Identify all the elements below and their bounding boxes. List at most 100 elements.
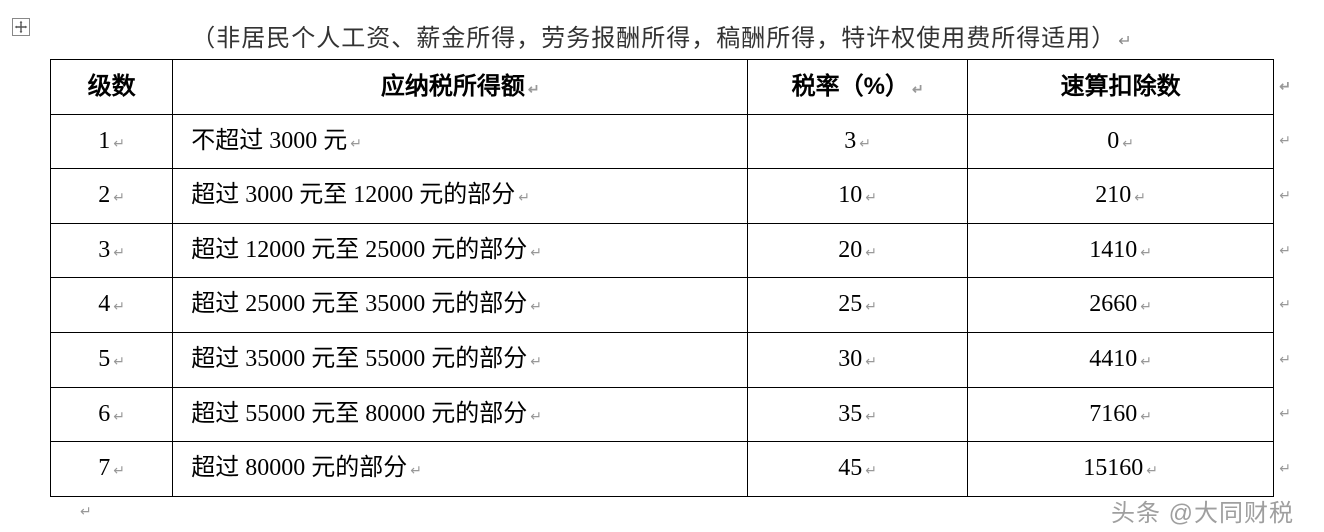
deduct-value: 0 [1107, 128, 1119, 154]
return-mark-icon: ↵ [530, 243, 542, 263]
col-header-deduct: 速算扣除数↵ [968, 60, 1274, 115]
desc-value: 超过 80000 元的部分 [191, 455, 407, 481]
return-mark-icon: ↵ [859, 134, 871, 154]
deduct-value: 210 [1095, 182, 1131, 208]
return-mark-icon: ↵ [350, 134, 362, 154]
col-header-desc-text: 应纳税所得额 [381, 73, 525, 100]
desc-value: 超过 3000 元至 12000 元的部分 [191, 182, 515, 208]
deduct-value: 4410 [1089, 346, 1137, 372]
cell-level: 7↵ [51, 442, 173, 497]
cell-desc: 超过 35000 元至 55000 元的部分↵ [173, 332, 748, 387]
cell-desc: 不超过 3000 元↵ [173, 114, 748, 169]
level-value: 4 [98, 291, 110, 317]
return-mark-icon: ↵ [410, 461, 422, 481]
return-mark-icon: ↵ [1118, 31, 1132, 51]
cell-deduct: 4410↵↵ [968, 332, 1274, 387]
cell-desc: 超过 80000 元的部分↵ [173, 442, 748, 497]
below-return-mark: ↵ [80, 503, 1304, 520]
cell-deduct: 15160↵↵ [968, 442, 1274, 497]
cell-level: 1↵ [51, 114, 173, 169]
cell-rate: 3↵ [748, 114, 968, 169]
return-mark-icon: ↵ [113, 188, 125, 208]
return-mark-icon: ↵ [113, 297, 125, 317]
cell-rate: 30↵ [748, 332, 968, 387]
return-mark-icon: ↵ [530, 297, 542, 317]
row-end-mark-icon: ↵ [1279, 77, 1291, 97]
col-header-level-text: 级数 [88, 73, 136, 100]
table-row: 7↵超过 80000 元的部分↵45↵15160↵↵ [51, 442, 1274, 497]
return-mark-icon: ↵ [1122, 134, 1134, 154]
cell-level: 4↵ [51, 278, 173, 333]
rate-value: 45 [838, 455, 862, 481]
tax-table: 级数 应纳税所得额↵ 税率（%）↵ 速算扣除数↵ 1↵不超过 3000 元↵3↵… [50, 59, 1274, 497]
col-header-level: 级数 [51, 60, 173, 115]
row-end-mark-icon: ↵ [1279, 295, 1291, 315]
cell-desc: 超过 55000 元至 80000 元的部分↵ [173, 387, 748, 442]
cell-rate: 25↵ [748, 278, 968, 333]
table-row: 2↵超过 3000 元至 12000 元的部分↵10↵210↵↵ [51, 169, 1274, 224]
return-mark-icon: ↵ [528, 80, 540, 100]
table-body: 1↵不超过 3000 元↵3↵0↵↵2↵超过 3000 元至 12000 元的部… [51, 114, 1274, 496]
rate-value: 20 [838, 237, 862, 263]
level-value: 2 [98, 182, 110, 208]
deduct-value: 7160 [1089, 401, 1137, 427]
level-value: 6 [98, 401, 110, 427]
rate-value: 25 [838, 291, 862, 317]
cell-level: 6↵ [51, 387, 173, 442]
caption-text: （非居民个人工资、薪金所得，劳务报酬所得，稿酬所得，特许权使用费所得适用） [191, 26, 1116, 52]
cell-level: 3↵ [51, 223, 173, 278]
desc-value: 超过 55000 元至 80000 元的部分 [191, 401, 527, 427]
row-end-mark-icon: ↵ [1279, 132, 1291, 152]
return-mark-icon: ↵ [80, 503, 92, 519]
cell-desc: 超过 3000 元至 12000 元的部分↵ [173, 169, 748, 224]
table-header-row: 级数 应纳税所得额↵ 税率（%）↵ 速算扣除数↵ [51, 60, 1274, 115]
return-mark-icon: ↵ [1134, 188, 1146, 208]
return-mark-icon: ↵ [1140, 352, 1152, 372]
deduct-value: 2660 [1089, 291, 1137, 317]
level-value: 5 [98, 346, 110, 372]
rate-value: 35 [838, 401, 862, 427]
return-mark-icon: ↵ [1146, 461, 1158, 481]
desc-value: 超过 25000 元至 35000 元的部分 [191, 291, 527, 317]
desc-value: 超过 35000 元至 55000 元的部分 [191, 346, 527, 372]
level-value: 3 [98, 237, 110, 263]
return-mark-icon: ↵ [530, 352, 542, 372]
return-mark-icon: ↵ [1140, 297, 1152, 317]
cell-desc: 超过 25000 元至 35000 元的部分↵ [173, 278, 748, 333]
move-anchor-icon[interactable] [12, 18, 30, 36]
row-end-mark-icon: ↵ [1279, 459, 1291, 479]
rate-value: 10 [838, 182, 862, 208]
table-row: 3↵超过 12000 元至 25000 元的部分↵20↵1410↵↵ [51, 223, 1274, 278]
col-header-rate: 税率（%）↵ [748, 60, 968, 115]
row-end-mark-icon: ↵ [1279, 241, 1291, 261]
return-mark-icon: ↵ [1140, 243, 1152, 263]
cell-rate: 35↵ [748, 387, 968, 442]
col-header-rate-text: 税率（%） [792, 73, 909, 100]
return-mark-icon: ↵ [113, 461, 125, 481]
table-caption: （非居民个人工资、薪金所得，劳务报酬所得，稿酬所得，特许权使用费所得适用）↵ [20, 18, 1304, 53]
cell-rate: 10↵ [748, 169, 968, 224]
return-mark-icon: ↵ [865, 243, 877, 263]
row-end-mark-icon: ↵ [1279, 186, 1291, 206]
col-header-desc: 应纳税所得额↵ [173, 60, 748, 115]
return-mark-icon: ↵ [113, 352, 125, 372]
rate-value: 30 [838, 346, 862, 372]
return-mark-icon: ↵ [530, 407, 542, 427]
table-row: 4↵超过 25000 元至 35000 元的部分↵25↵2660↵↵ [51, 278, 1274, 333]
return-mark-icon: ↵ [865, 461, 877, 481]
return-mark-icon: ↵ [865, 188, 877, 208]
cell-level: 5↵ [51, 332, 173, 387]
return-mark-icon: ↵ [113, 407, 125, 427]
cell-level: 2↵ [51, 169, 173, 224]
rate-value: 3 [844, 128, 856, 154]
level-value: 7 [98, 455, 110, 481]
tax-table-wrap: 级数 应纳税所得额↵ 税率（%）↵ 速算扣除数↵ 1↵不超过 3000 元↵3↵… [50, 59, 1274, 497]
table-row: 1↵不超过 3000 元↵3↵0↵↵ [51, 114, 1274, 169]
cell-rate: 20↵ [748, 223, 968, 278]
return-mark-icon: ↵ [113, 134, 125, 154]
table-row: 5↵超过 35000 元至 55000 元的部分↵30↵4410↵↵ [51, 332, 1274, 387]
desc-value: 超过 12000 元至 25000 元的部分 [191, 237, 527, 263]
cell-rate: 45↵ [748, 442, 968, 497]
desc-value: 不超过 3000 元 [191, 128, 347, 154]
cell-desc: 超过 12000 元至 25000 元的部分↵ [173, 223, 748, 278]
